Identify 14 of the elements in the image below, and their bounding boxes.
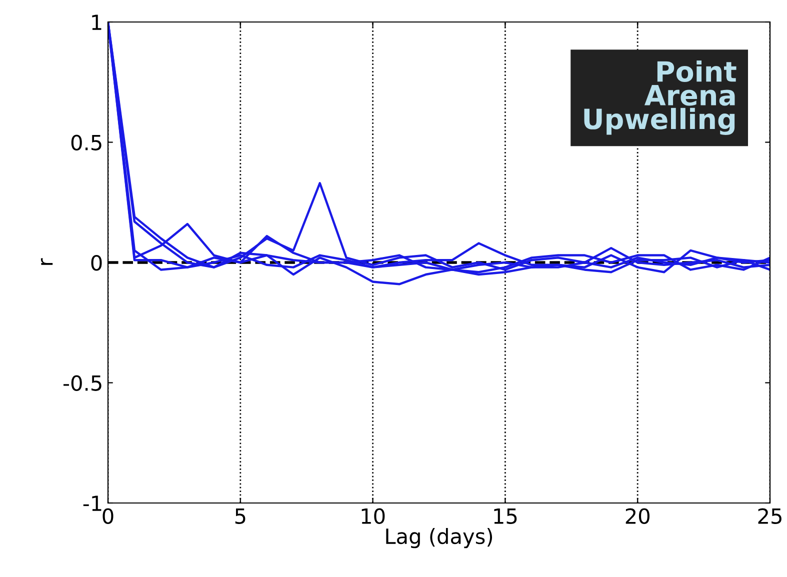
- x-tick-label: 25: [758, 508, 782, 524]
- y-axis-title: r: [40, 258, 53, 265]
- x-tick-label: 15: [494, 508, 517, 524]
- x-tick-label: 10: [362, 508, 385, 524]
- y-tick-label: -0.5: [64, 375, 102, 391]
- y-tick-label: -1: [83, 496, 102, 511]
- x-axis-title: Lag (days): [386, 528, 492, 548]
- x-tick-label: 0: [102, 508, 114, 524]
- annotation: Point Arena Upwelling: [584, 60, 736, 136]
- x-tick-label: 20: [626, 508, 650, 524]
- x-tick-label: 5: [235, 508, 246, 524]
- y-tick-label: 0: [91, 254, 102, 271]
- y-tick-label: 1: [92, 14, 102, 30]
- y-tick-label: 0.5: [71, 134, 102, 150]
